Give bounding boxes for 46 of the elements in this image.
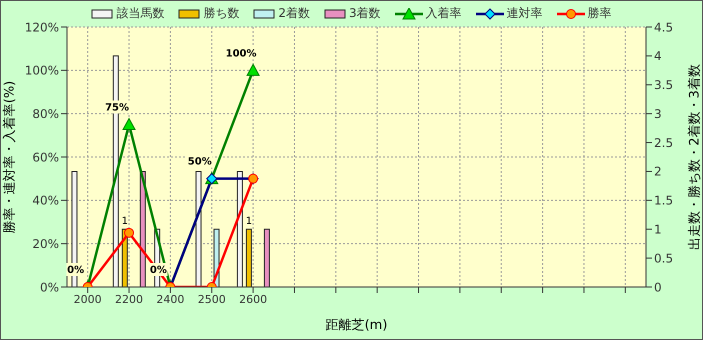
y2-tick-label: 2 (654, 164, 662, 179)
y2-axis-title: 出走数・勝ち数・2着数・3着数 (686, 64, 703, 250)
data-label: 1 (122, 216, 128, 228)
x-tick-label: 2200 (115, 292, 144, 306)
legend-label: 2着数 (278, 5, 310, 22)
data-label: 0% (150, 265, 167, 276)
bar (246, 228, 252, 287)
x-tick-label: 2000 (74, 292, 102, 306)
y-tick-label: 120% (24, 20, 59, 34)
legend-label: 連対率 (506, 5, 543, 22)
x-tick-label: 2600 (239, 292, 268, 306)
y2-tick-label: 4 (654, 49, 662, 64)
data-label: 0% (67, 265, 84, 276)
data-label: 1 (246, 216, 252, 228)
legend-label: 入着率 (426, 5, 462, 22)
y-tick-label: 80% (32, 106, 59, 121)
y2-tick-label: 3.5 (654, 78, 674, 92)
legend-label: 勝ち数 (203, 5, 240, 22)
point (124, 228, 134, 238)
y-tick-label: 40% (32, 194, 59, 208)
legend-label: 該当馬数 (116, 5, 164, 22)
x-tick-label: 2500 (198, 292, 226, 306)
y-tick-label: 100% (24, 64, 59, 78)
legend-label: 3着数 (349, 5, 381, 22)
data-label: 100% (226, 48, 257, 60)
point (122, 118, 136, 130)
y-axis-title: 勝率・連対率・入着率(%) (2, 80, 18, 234)
bar (196, 170, 202, 287)
x-tick-label: 2400 (156, 292, 184, 306)
legend-label: 勝率 (588, 5, 612, 22)
y-tick-label: 20% (32, 236, 59, 251)
bar (264, 228, 270, 287)
x-axis-title: 距離芝(m) (326, 318, 388, 333)
y2-tick-label: 1.5 (654, 194, 674, 208)
y2-tick-label: 0.5 (654, 251, 674, 266)
point (246, 64, 260, 76)
y2-tick-label: 0 (654, 280, 662, 294)
y-tick-label: 60% (32, 150, 59, 164)
data-label: 50% (188, 156, 212, 168)
bar (236, 170, 243, 287)
y2-tick-label: 3 (654, 106, 662, 121)
y2-tick-label: 4.5 (654, 20, 674, 34)
data-label: 75% (105, 102, 130, 114)
y2-tick-label: 1 (654, 222, 662, 236)
y2-tick-label: 2.5 (654, 136, 674, 150)
y-tick-label: 0% (40, 280, 59, 294)
